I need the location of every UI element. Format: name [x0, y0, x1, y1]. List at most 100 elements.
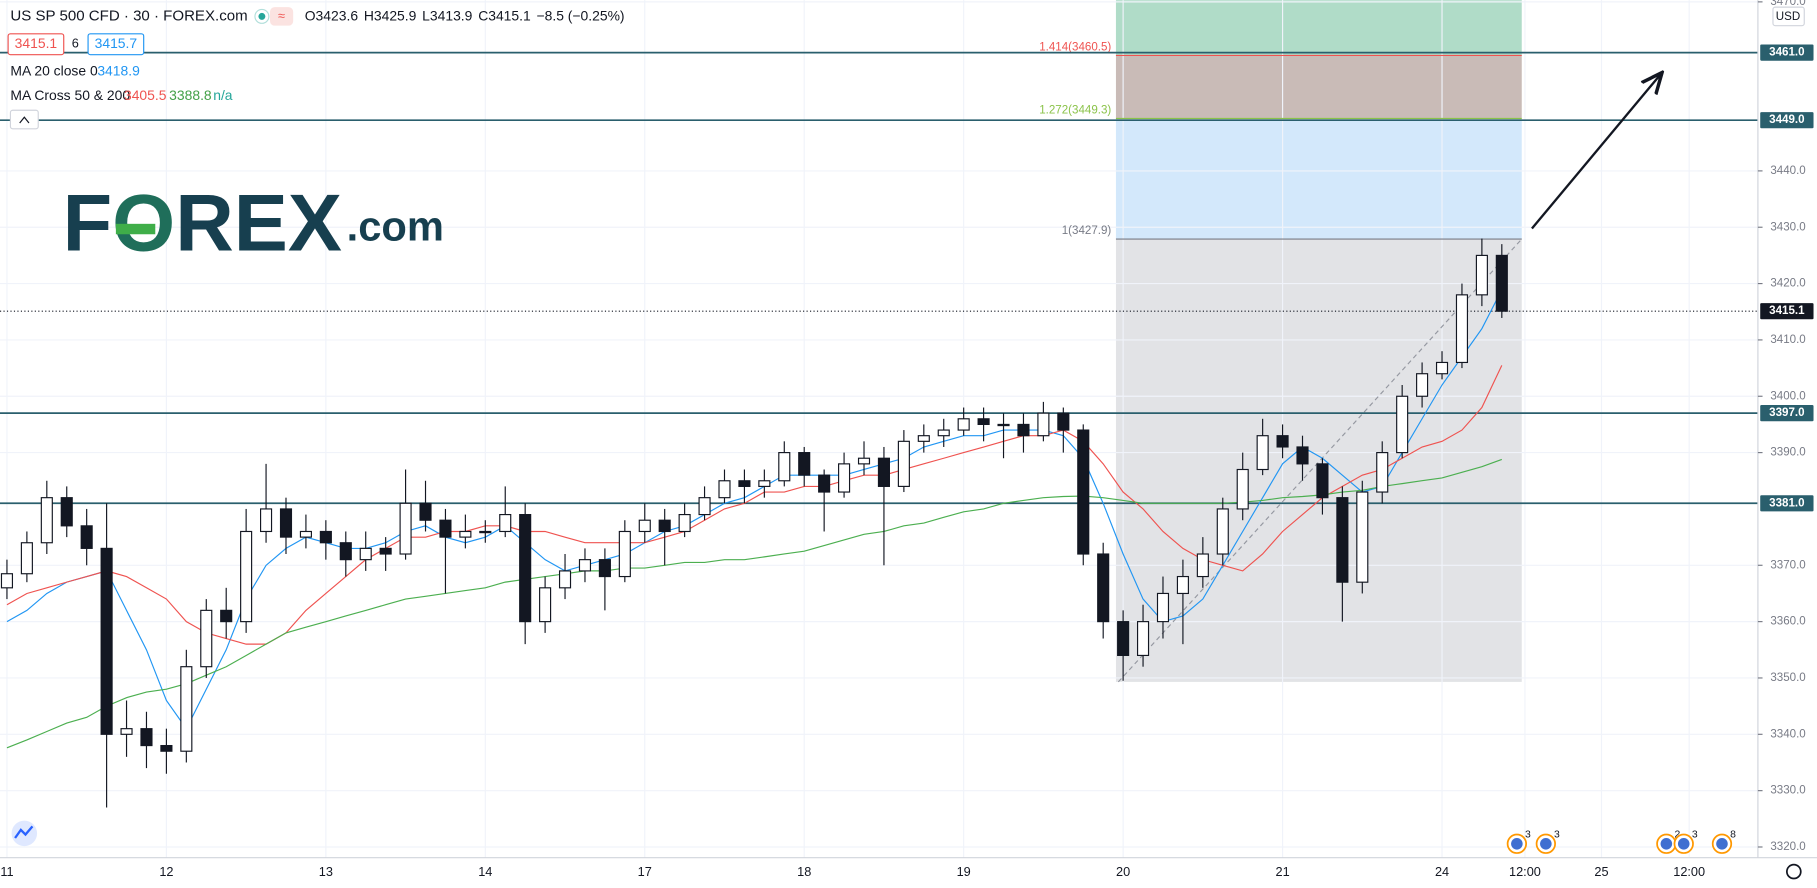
fib-level-label: 1.414(3460.5) — [1039, 41, 1111, 53]
candle-body — [598, 559, 611, 578]
y-tick-label: 3360.0 — [1770, 616, 1805, 628]
x-tick-label: 24 — [1435, 864, 1449, 879]
logo-accent — [115, 223, 156, 235]
y-tick-label: 3420.0 — [1770, 278, 1805, 290]
events: 3 3 2 3 8 — [1506, 829, 1736, 854]
event-flag[interactable] — [1511, 837, 1523, 850]
candle-body — [1136, 621, 1150, 657]
moving-average — [6, 458, 1503, 749]
candle-body — [1236, 468, 1249, 510]
event-count[interactable]: 8 — [1730, 829, 1736, 840]
candle-body — [419, 502, 432, 521]
event-flag[interactable] — [1660, 837, 1673, 850]
buy-price[interactable]: 3415.7 — [95, 35, 138, 51]
candle-body — [359, 547, 372, 561]
candle-body — [738, 480, 751, 487]
buy-button[interactable] — [87, 33, 145, 56]
arrow — [1531, 74, 1661, 230]
settings-icon[interactable] — [1786, 863, 1802, 880]
candle-body — [1037, 412, 1050, 437]
currency-box — [1772, 6, 1805, 27]
y-tick-label: 3370.0 — [1770, 559, 1805, 571]
candle-body — [0, 573, 14, 589]
time-axis — [0, 857, 1758, 888]
x-tick-label: 18 — [797, 864, 811, 879]
logo: FOREX.com — [63, 179, 444, 269]
candle-body — [80, 525, 93, 549]
candle-body — [279, 508, 293, 538]
ohlc-change: −8.5 (−0.25%) — [537, 7, 625, 23]
candle-body — [299, 530, 312, 538]
candle-body — [20, 542, 33, 575]
candle-body — [718, 480, 731, 499]
candle-body — [857, 457, 871, 465]
event-count[interactable]: 3 — [1525, 829, 1531, 840]
candle-body — [379, 547, 392, 555]
candle-body — [1416, 373, 1429, 397]
candle-body — [1475, 254, 1488, 296]
candle-body — [758, 480, 771, 487]
candle-body — [678, 513, 691, 533]
level-label: 3449.0 — [1769, 114, 1804, 126]
y-tick-label: 3400.0 — [1770, 390, 1805, 402]
tv-icon[interactable] — [14, 825, 34, 839]
collapse-icon[interactable] — [19, 116, 30, 124]
candle-body — [917, 435, 930, 442]
x-tick-label: 19 — [957, 864, 971, 879]
y-tick-label: 3470.0 — [1770, 0, 1805, 8]
price-label: 3415.1 — [1769, 305, 1805, 317]
price-axis — [1757, 0, 1817, 888]
fib-zone — [1115, 118, 1522, 240]
candle-body — [60, 497, 73, 527]
candle-body — [1336, 497, 1349, 583]
event-flag[interactable] — [1540, 837, 1552, 850]
moving-average — [6, 365, 1503, 645]
sell-price[interactable]: 3415.1 — [15, 35, 58, 51]
x-tick-label: 17 — [638, 864, 652, 879]
logo-part: .com — [347, 203, 444, 250]
candle-body — [937, 429, 950, 437]
candle-body — [838, 463, 851, 493]
event-count[interactable]: 3 — [1692, 829, 1698, 840]
logo-part: F — [63, 179, 113, 269]
ohlc-value: C3415.1 — [478, 7, 531, 23]
candle-body — [459, 530, 472, 538]
symbol-title: US SP 500 CFD · 30 · FOREX.com — [10, 7, 247, 24]
level-tag — [1760, 44, 1814, 61]
candle-body — [339, 542, 352, 561]
candle-body — [519, 513, 532, 623]
indicator-name: MA 20 close 0 — [10, 63, 98, 79]
x-tick-label: 12:00 — [1673, 864, 1705, 879]
candle-body — [40, 497, 53, 544]
level-label: 3397.0 — [1769, 407, 1804, 419]
x-tick-label: 20 — [1116, 864, 1130, 879]
fib-zone — [1115, 0, 1522, 56]
event-flag[interactable] — [1677, 837, 1690, 850]
candle-body — [1017, 423, 1030, 437]
candle-body — [798, 452, 811, 476]
ohlc: O3423.6 H3425.9 L3413.9 C3415.1 −8.5 (−0.25%… — [305, 7, 625, 23]
y-tick-label: 3390.0 — [1770, 447, 1805, 459]
candle-body — [638, 519, 651, 533]
candle-body — [399, 502, 412, 555]
y-tick-label: 3440.0 — [1770, 165, 1805, 177]
event-count[interactable]: 3 — [1554, 829, 1560, 840]
candle-body — [319, 530, 332, 544]
collapse-button[interactable] — [9, 109, 39, 130]
candle-body — [100, 547, 113, 735]
y-tick-label: 3340.0 — [1770, 728, 1805, 740]
sell-button[interactable] — [7, 33, 65, 56]
plot-area: 1(3427.9) 1.272(3449.3) 1.414(3460.5) — [0, 0, 1758, 858]
event-flag[interactable] — [1716, 837, 1728, 850]
y-tick-label: 3430.0 — [1770, 221, 1805, 233]
candle-body — [698, 497, 711, 516]
candle-body — [897, 440, 910, 487]
level-tag — [1760, 495, 1814, 512]
level-label: 3461.0 — [1769, 47, 1804, 59]
candle-body — [1216, 508, 1229, 555]
event-count[interactable]: 2 — [1674, 829, 1680, 840]
candle-body — [778, 452, 791, 482]
level-tag — [1760, 405, 1814, 422]
